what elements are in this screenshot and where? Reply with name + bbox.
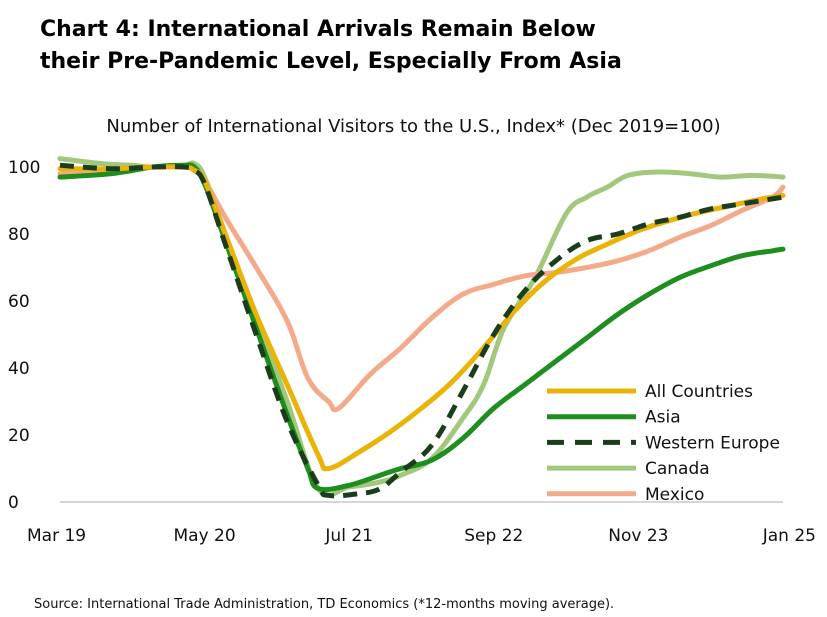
- y-tick-label: 80: [8, 225, 30, 245]
- y-tick-label: 0: [8, 493, 19, 513]
- y-tick-label: 40: [8, 359, 30, 379]
- chart-title-line-2: their Pre-Pandemic Level, Especially Fro…: [40, 49, 622, 74]
- y-tick-label: 60: [8, 292, 30, 312]
- x-tick-label: Mar 19: [27, 526, 86, 546]
- legend-label-mexico: Mexico: [645, 485, 704, 505]
- y-tick-label: 100: [8, 158, 40, 178]
- series-line-mexico: [57, 164, 786, 413]
- x-tick-label: Jul 21: [324, 526, 373, 546]
- x-tick-label: May 20: [174, 526, 236, 546]
- axes-layer: 0 20 40 60 80 100 Mar 19 May 20 Jul 21 Sep 22 Nov …: [8, 158, 816, 546]
- x-tick-label: Nov 23: [608, 526, 668, 546]
- source-note: Source: International Trade Administrati…: [34, 597, 615, 612]
- series-line-western-europe: [59, 162, 784, 499]
- chart-title-line-1: Chart 4: International Arrivals Remain B…: [40, 17, 596, 42]
- x-tick-label: Jan 25: [762, 526, 816, 546]
- x-tick-label: Sep 22: [464, 526, 523, 546]
- legend-label-all-countries: All Countries: [645, 382, 753, 402]
- y-tick-label: 20: [8, 426, 30, 446]
- legend-label-western-europe: Western Europe: [645, 433, 780, 453]
- line-chart: 0 20 40 60 80 100 Mar 19 May 20 Jul 21 Sep 22 Nov …: [8, 156, 816, 546]
- legend: All Countries Asia Western Europe Canada Mex…: [547, 382, 780, 505]
- legend-label-asia: Asia: [645, 408, 681, 428]
- chart-title: Chart 4: International Arrivals Remain B…: [40, 14, 800, 78]
- series-layer: [57, 156, 786, 499]
- chart-subtitle: Number of International Visitors to the …: [106, 116, 721, 137]
- legend-label-canada: Canada: [645, 459, 710, 479]
